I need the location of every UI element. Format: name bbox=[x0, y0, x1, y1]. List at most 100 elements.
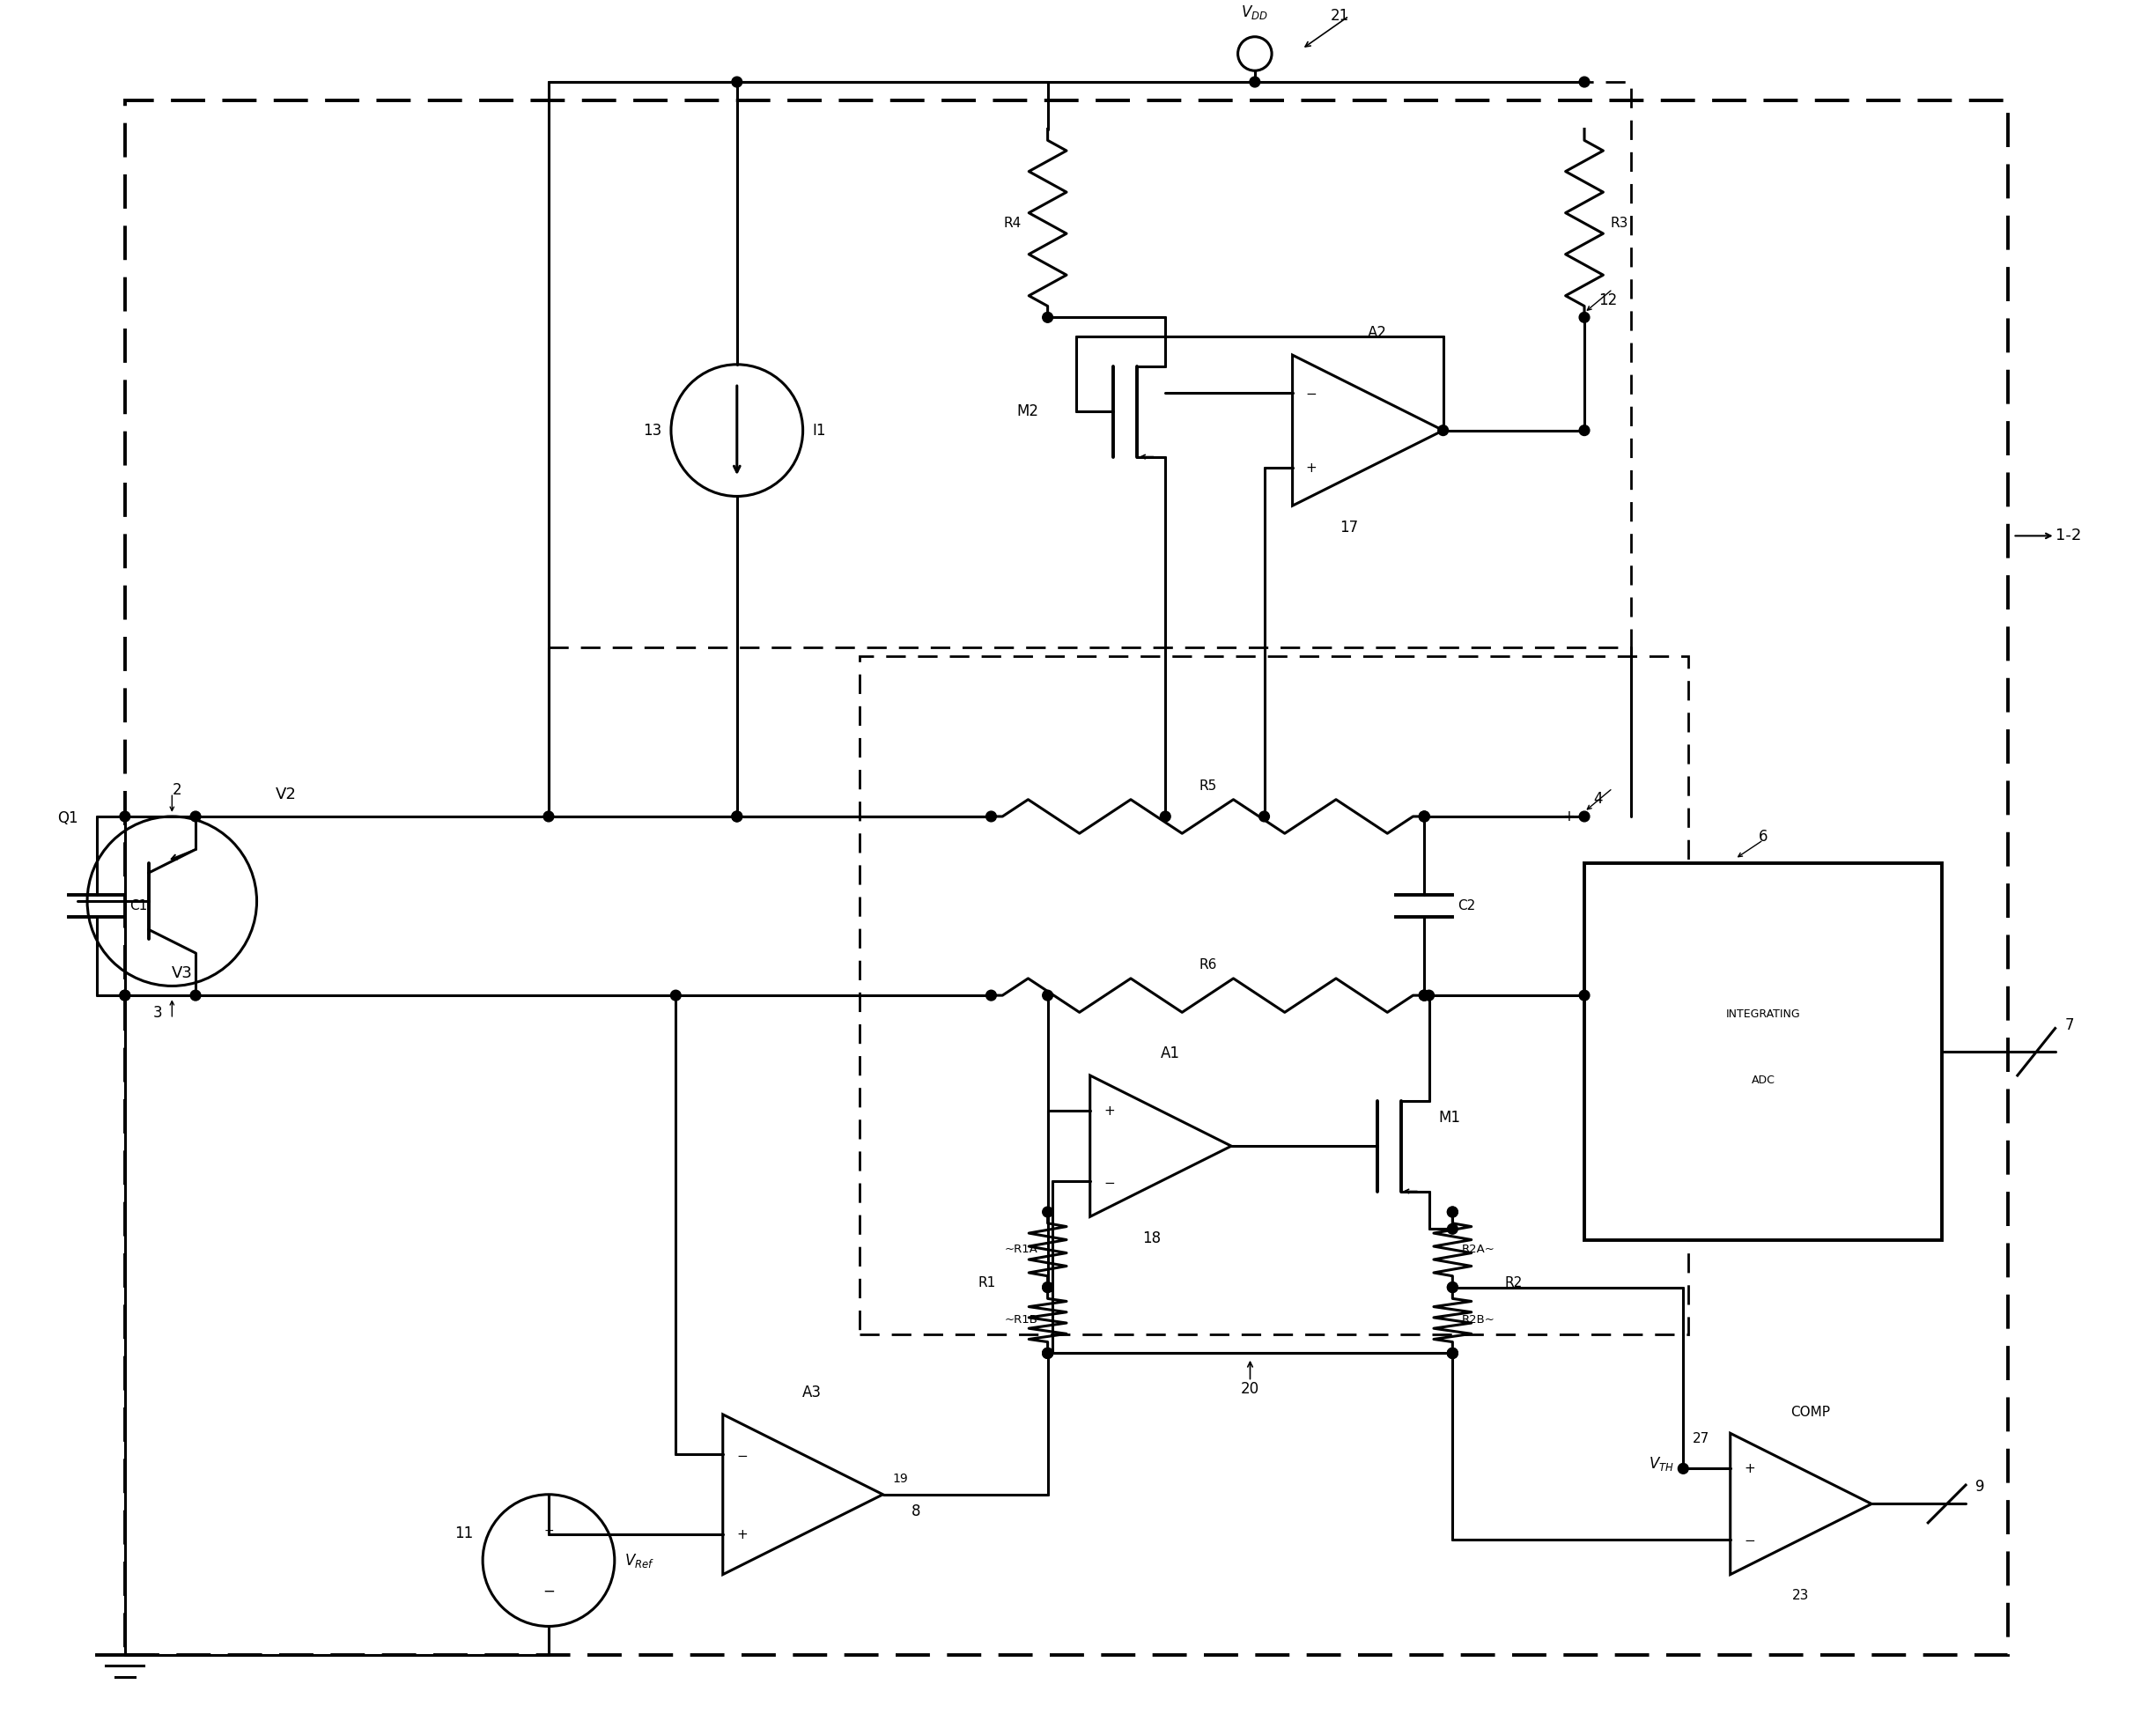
Text: M1: M1 bbox=[1438, 1109, 1461, 1125]
Circle shape bbox=[1418, 811, 1429, 821]
Circle shape bbox=[119, 990, 130, 1000]
Text: 17: 17 bbox=[1340, 519, 1359, 536]
Circle shape bbox=[1448, 1224, 1457, 1234]
Circle shape bbox=[1425, 990, 1433, 1000]
Circle shape bbox=[1448, 1349, 1457, 1358]
Text: $+$: $+$ bbox=[544, 1524, 555, 1536]
Text: INTEGRATING: INTEGRATING bbox=[1726, 1009, 1800, 1021]
Circle shape bbox=[985, 990, 996, 1000]
Circle shape bbox=[119, 811, 130, 821]
Circle shape bbox=[1578, 76, 1589, 87]
Text: C1: C1 bbox=[130, 899, 147, 913]
Circle shape bbox=[1043, 1349, 1054, 1358]
Text: 27: 27 bbox=[1694, 1432, 1709, 1444]
Circle shape bbox=[732, 811, 742, 821]
Circle shape bbox=[1448, 1207, 1457, 1217]
Text: ADC: ADC bbox=[1751, 1075, 1775, 1085]
Circle shape bbox=[544, 811, 555, 821]
Circle shape bbox=[1448, 1283, 1457, 1293]
Circle shape bbox=[1258, 811, 1269, 821]
Text: C2: C2 bbox=[1457, 899, 1476, 913]
Text: $-$: $-$ bbox=[1305, 385, 1316, 399]
Text: 8: 8 bbox=[911, 1503, 919, 1519]
Text: M2: M2 bbox=[1015, 403, 1039, 420]
Circle shape bbox=[732, 76, 742, 87]
Text: $V_{Ref}$: $V_{Ref}$ bbox=[625, 1552, 655, 1569]
Text: ~R1A: ~R1A bbox=[1005, 1245, 1039, 1255]
Text: $+$: $+$ bbox=[1563, 809, 1574, 825]
FancyBboxPatch shape bbox=[1585, 863, 1943, 1240]
Text: 3: 3 bbox=[154, 1005, 162, 1021]
Circle shape bbox=[1250, 76, 1261, 87]
Text: 12: 12 bbox=[1598, 292, 1617, 307]
Circle shape bbox=[1043, 312, 1054, 323]
Circle shape bbox=[1578, 990, 1589, 1000]
Text: R4: R4 bbox=[1003, 217, 1022, 229]
Text: R1: R1 bbox=[979, 1276, 996, 1290]
Circle shape bbox=[1043, 1283, 1054, 1293]
Circle shape bbox=[1418, 990, 1429, 1000]
Text: R2A~: R2A~ bbox=[1461, 1245, 1495, 1255]
Circle shape bbox=[1043, 1349, 1054, 1358]
Text: 2: 2 bbox=[173, 781, 181, 797]
Text: 20: 20 bbox=[1241, 1382, 1258, 1397]
Circle shape bbox=[1418, 811, 1429, 821]
Text: $-$: $-$ bbox=[736, 1448, 747, 1462]
Text: Q1: Q1 bbox=[58, 811, 77, 826]
Text: 13: 13 bbox=[642, 422, 661, 437]
Text: 23: 23 bbox=[1792, 1588, 1809, 1602]
Circle shape bbox=[1418, 811, 1429, 821]
Circle shape bbox=[1578, 312, 1589, 323]
Text: I1: I1 bbox=[813, 422, 825, 437]
Text: 1-2: 1-2 bbox=[2056, 528, 2082, 543]
Text: 4: 4 bbox=[1593, 792, 1604, 807]
Text: $+$: $+$ bbox=[736, 1528, 747, 1542]
Circle shape bbox=[190, 811, 201, 821]
Text: 9: 9 bbox=[1975, 1479, 1984, 1495]
Circle shape bbox=[119, 990, 130, 1000]
Circle shape bbox=[1578, 425, 1589, 436]
Text: R5: R5 bbox=[1199, 779, 1216, 793]
Text: 18: 18 bbox=[1141, 1231, 1160, 1246]
Text: 19: 19 bbox=[892, 1472, 909, 1484]
Text: V3: V3 bbox=[173, 965, 192, 981]
Circle shape bbox=[1418, 990, 1429, 1000]
Text: $-$: $-$ bbox=[1563, 988, 1574, 1003]
Text: A1: A1 bbox=[1160, 1045, 1180, 1061]
Text: $+$: $+$ bbox=[1743, 1462, 1755, 1476]
Text: $-$: $-$ bbox=[1743, 1533, 1755, 1545]
Text: $V_{TH}$: $V_{TH}$ bbox=[1649, 1455, 1674, 1472]
Text: COMP: COMP bbox=[1790, 1406, 1830, 1418]
Circle shape bbox=[985, 811, 996, 821]
Text: 6: 6 bbox=[1758, 828, 1768, 845]
Circle shape bbox=[1448, 1207, 1457, 1217]
Text: 5: 5 bbox=[1593, 1005, 1604, 1021]
Text: R2B~: R2B~ bbox=[1461, 1314, 1495, 1326]
Circle shape bbox=[1043, 1349, 1054, 1358]
Circle shape bbox=[190, 990, 201, 1000]
Text: $+$: $+$ bbox=[1305, 462, 1316, 474]
Circle shape bbox=[1578, 811, 1589, 821]
Circle shape bbox=[1043, 990, 1054, 1000]
Text: A3: A3 bbox=[802, 1384, 821, 1401]
Text: $-$: $-$ bbox=[1103, 1175, 1116, 1187]
Text: A2: A2 bbox=[1367, 325, 1386, 340]
Circle shape bbox=[670, 990, 680, 1000]
Text: R3: R3 bbox=[1610, 217, 1630, 229]
Text: 21: 21 bbox=[1331, 9, 1348, 24]
Text: $V_{DD}$: $V_{DD}$ bbox=[1241, 3, 1269, 21]
Text: $-$: $-$ bbox=[542, 1581, 555, 1597]
Text: 11: 11 bbox=[454, 1526, 474, 1542]
Circle shape bbox=[1043, 1283, 1054, 1293]
Circle shape bbox=[1418, 990, 1429, 1000]
Circle shape bbox=[1438, 425, 1448, 436]
Circle shape bbox=[1448, 1349, 1457, 1358]
Circle shape bbox=[732, 811, 742, 821]
Text: R2: R2 bbox=[1504, 1276, 1523, 1290]
Circle shape bbox=[1043, 1207, 1054, 1217]
Text: V2: V2 bbox=[275, 786, 296, 802]
Text: $+$: $+$ bbox=[1103, 1104, 1116, 1118]
Circle shape bbox=[1679, 1463, 1689, 1474]
Text: ~R1B: ~R1B bbox=[1005, 1314, 1039, 1326]
Circle shape bbox=[1448, 1283, 1457, 1293]
